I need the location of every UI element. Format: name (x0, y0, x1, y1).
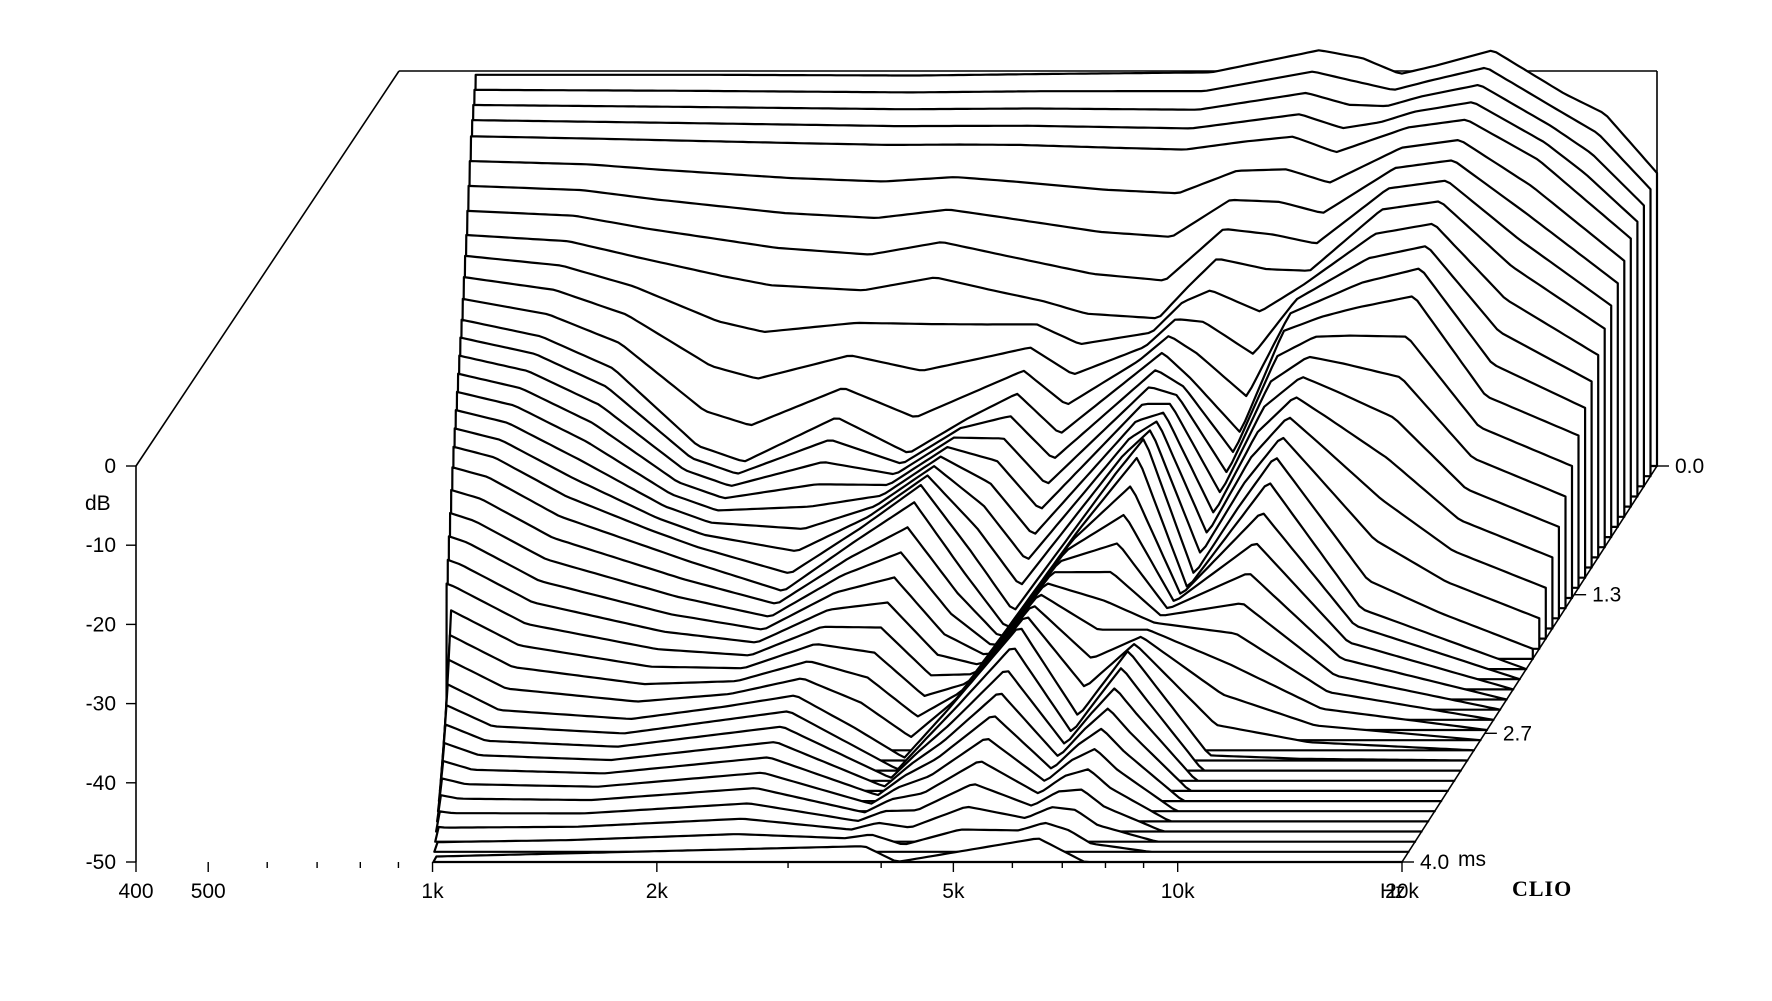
db-tick-label-3: -30 (86, 693, 116, 716)
ms-tick-label-1: 1.3 (1592, 584, 1621, 607)
db-tick-label-2: -20 (86, 613, 116, 636)
hz-unit-label: Hz (1380, 880, 1406, 903)
db-tick-label-4: -40 (86, 772, 116, 795)
ms-tick-label-3: 4.0 (1420, 851, 1449, 874)
slices (432, 49, 1659, 864)
hz-tick-label-6: 20k (1385, 880, 1419, 903)
hz-tick-label-3: 2k (646, 880, 669, 903)
slice-36 (435, 783, 1423, 833)
frame-left-edge (135, 70, 400, 467)
hz-tick-label-0: 400 (118, 880, 153, 903)
db-tick-label-0: 0 (104, 455, 116, 478)
hz-tick-label-5: 10k (1161, 880, 1195, 903)
db-axis-label: dB (85, 492, 111, 515)
slice-38 (433, 821, 1410, 853)
slice-39 (432, 837, 1404, 864)
ms-tick-label-0: 0.0 (1675, 455, 1704, 478)
brand-label: CLIO (1512, 876, 1572, 901)
hz-tick-label-4: 5k (942, 880, 965, 903)
ms-tick-label-2: 2.7 (1503, 722, 1532, 745)
ms-unit-label: ms (1458, 848, 1486, 871)
db-tick-label-5: -50 (86, 851, 116, 874)
slice-37 (434, 805, 1417, 843)
hz-tick-label-1: 500 (191, 880, 226, 903)
db-tick-label-1: -10 (86, 534, 116, 557)
hz-tick-label-2: 1k (421, 880, 444, 903)
frame-right-depth-edge (1401, 465, 1658, 863)
